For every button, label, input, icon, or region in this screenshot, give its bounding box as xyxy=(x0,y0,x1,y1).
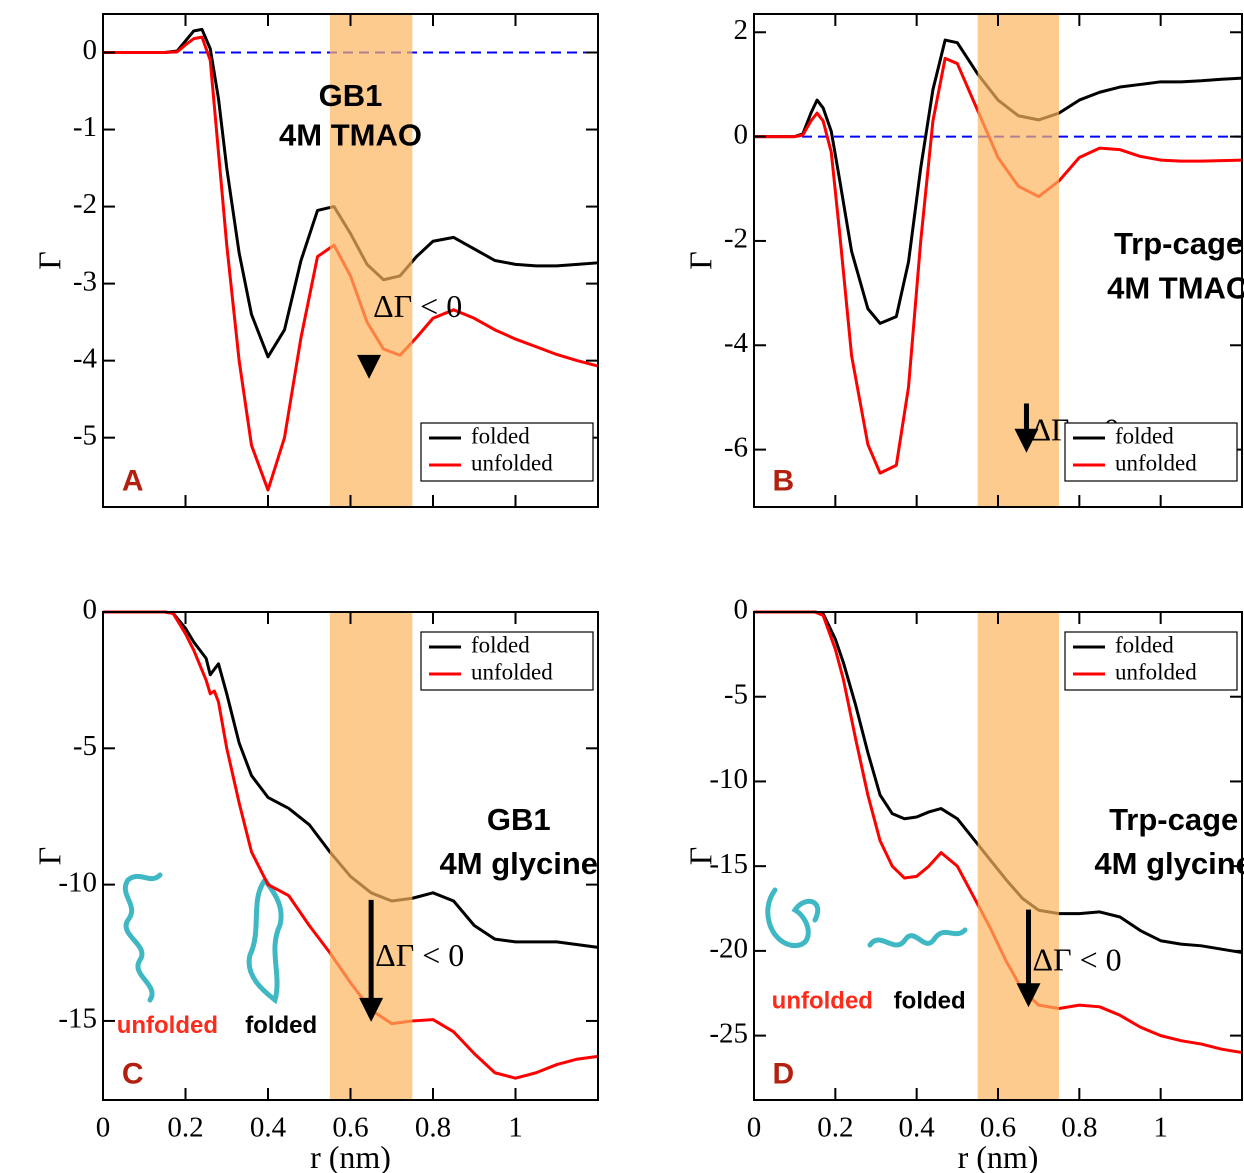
panel: 0 0.2 0.4 0.6 0.8 1 0 -5 -10 -15 -20 -25 Γr (nm) Trp-… xyxy=(682,594,1244,1173)
panel-label: A xyxy=(122,464,144,497)
panel-text: Trp-cage xyxy=(1109,802,1238,837)
y-tick-label: -5 xyxy=(724,678,748,710)
series-line xyxy=(754,610,1243,1055)
y-tick-label: -15 xyxy=(709,848,748,880)
x-axis-label: r (nm) xyxy=(958,1139,1039,1173)
legend-label: folded xyxy=(1115,423,1174,448)
x-tick-label: 0.8 xyxy=(1061,1112,1097,1144)
highlight-band xyxy=(977,612,1059,1100)
inset-label: unfolded xyxy=(117,1012,218,1039)
protein-cartoon xyxy=(122,872,968,1005)
y-tick-label: -2 xyxy=(73,188,97,220)
inset-label: folded xyxy=(894,988,966,1015)
series-line xyxy=(754,38,1243,325)
x-tick-label: 0 xyxy=(96,1112,111,1144)
legend-box xyxy=(420,422,594,482)
panel: 0 0.2 0.4 0.6 0.8 1 0 -5 -10 -15 Γr (nm) GB1 4M glyc… xyxy=(31,594,599,1173)
x-tick-label: 0.6 xyxy=(332,1112,368,1144)
legend-box xyxy=(420,631,594,691)
y-tick-label: -10 xyxy=(709,763,748,795)
panel-text: GB1 xyxy=(319,78,383,113)
panel-text: 4M glycine xyxy=(440,846,599,881)
x-axis-label: r (nm) xyxy=(310,1139,391,1173)
panel-text: Trp-cage xyxy=(1114,226,1243,261)
series-line xyxy=(103,610,599,949)
series-line xyxy=(103,35,599,492)
x-tick-label: 1 xyxy=(508,1112,523,1144)
legend-label: folded xyxy=(471,632,530,657)
inset-label: unfolded xyxy=(772,988,873,1015)
x-tick-label: 0.2 xyxy=(167,1112,203,1144)
series-line xyxy=(103,27,599,359)
x-tick-label: 0.8 xyxy=(415,1112,451,1144)
legend-label: folded xyxy=(471,423,530,448)
y-axis-label: Γ xyxy=(31,251,67,270)
y-tick-label: -15 xyxy=(58,1003,97,1035)
y-tick-label: -6 xyxy=(724,431,748,463)
arrow-head xyxy=(357,354,382,379)
highlight-band xyxy=(329,14,413,507)
y-tick-label: 0 xyxy=(83,34,98,66)
arrow-head xyxy=(1016,983,1041,1008)
arrow-head xyxy=(1014,428,1039,453)
y-tick-label: -10 xyxy=(58,866,97,898)
panel-text: 4M glycine xyxy=(1094,846,1244,881)
y-tick-label: -1 xyxy=(73,111,97,143)
legend-label: folded xyxy=(1115,632,1174,657)
legend-label: unfolded xyxy=(471,659,553,684)
series-line xyxy=(754,610,1243,955)
y-tick-label: 0 xyxy=(734,594,749,626)
y-axis-label: Γ xyxy=(31,847,67,866)
annotation: ΔΓ < 0 xyxy=(373,288,462,324)
x-tick-label: 1 xyxy=(1153,1112,1168,1144)
y-tick-label: -25 xyxy=(709,1017,748,1049)
arrow-head xyxy=(359,997,384,1022)
panel-text: 4M TMAO xyxy=(279,117,422,152)
annotation: ΔΓ < 0 xyxy=(1033,942,1122,978)
y-tick-label: -2 xyxy=(724,223,748,255)
x-tick-label: 0.4 xyxy=(250,1112,287,1144)
y-tick-label: 0 xyxy=(83,594,98,626)
annotation: ΔΓ < 0 xyxy=(375,937,464,973)
highlight-band xyxy=(977,14,1059,507)
legend-box xyxy=(1064,422,1238,482)
legend-box xyxy=(1064,631,1238,691)
y-tick-label: -4 xyxy=(724,327,749,359)
y-tick-label: -4 xyxy=(73,342,98,374)
panel-text: GB1 xyxy=(487,802,551,837)
y-tick-label: 0 xyxy=(734,118,749,150)
y-axis-label: Γ xyxy=(682,847,718,866)
y-tick-label: -5 xyxy=(73,419,97,451)
series-line xyxy=(103,610,599,1080)
y-tick-label: -3 xyxy=(73,265,97,297)
y-tick-label: 2 xyxy=(734,14,749,46)
legend-label: unfolded xyxy=(1115,450,1197,475)
x-tick-label: 0.4 xyxy=(899,1112,936,1144)
series-line xyxy=(754,56,1243,475)
y-tick-label: -20 xyxy=(709,933,748,965)
inset-label: folded xyxy=(245,1012,317,1039)
panel-text: 4M TMAO xyxy=(1107,270,1244,305)
legend-label: unfolded xyxy=(1115,659,1197,684)
y-tick-label: -5 xyxy=(73,730,97,762)
panel-label: C xyxy=(122,1058,144,1091)
y-axis-label: Γ xyxy=(682,251,718,270)
panel: 0 -1 -2 -3 -4 -5 Γ GB1 4M TMAO A ΔΓ < 0 foldedunfol… xyxy=(31,13,599,508)
x-tick-label: 0.6 xyxy=(980,1112,1016,1144)
panel-label: D xyxy=(772,1058,794,1091)
x-tick-label: 0 xyxy=(747,1112,762,1144)
legend-label: unfolded xyxy=(471,450,553,475)
panel-label: B xyxy=(772,464,794,497)
x-tick-label: 0.2 xyxy=(817,1112,853,1144)
highlight-band xyxy=(329,612,413,1100)
